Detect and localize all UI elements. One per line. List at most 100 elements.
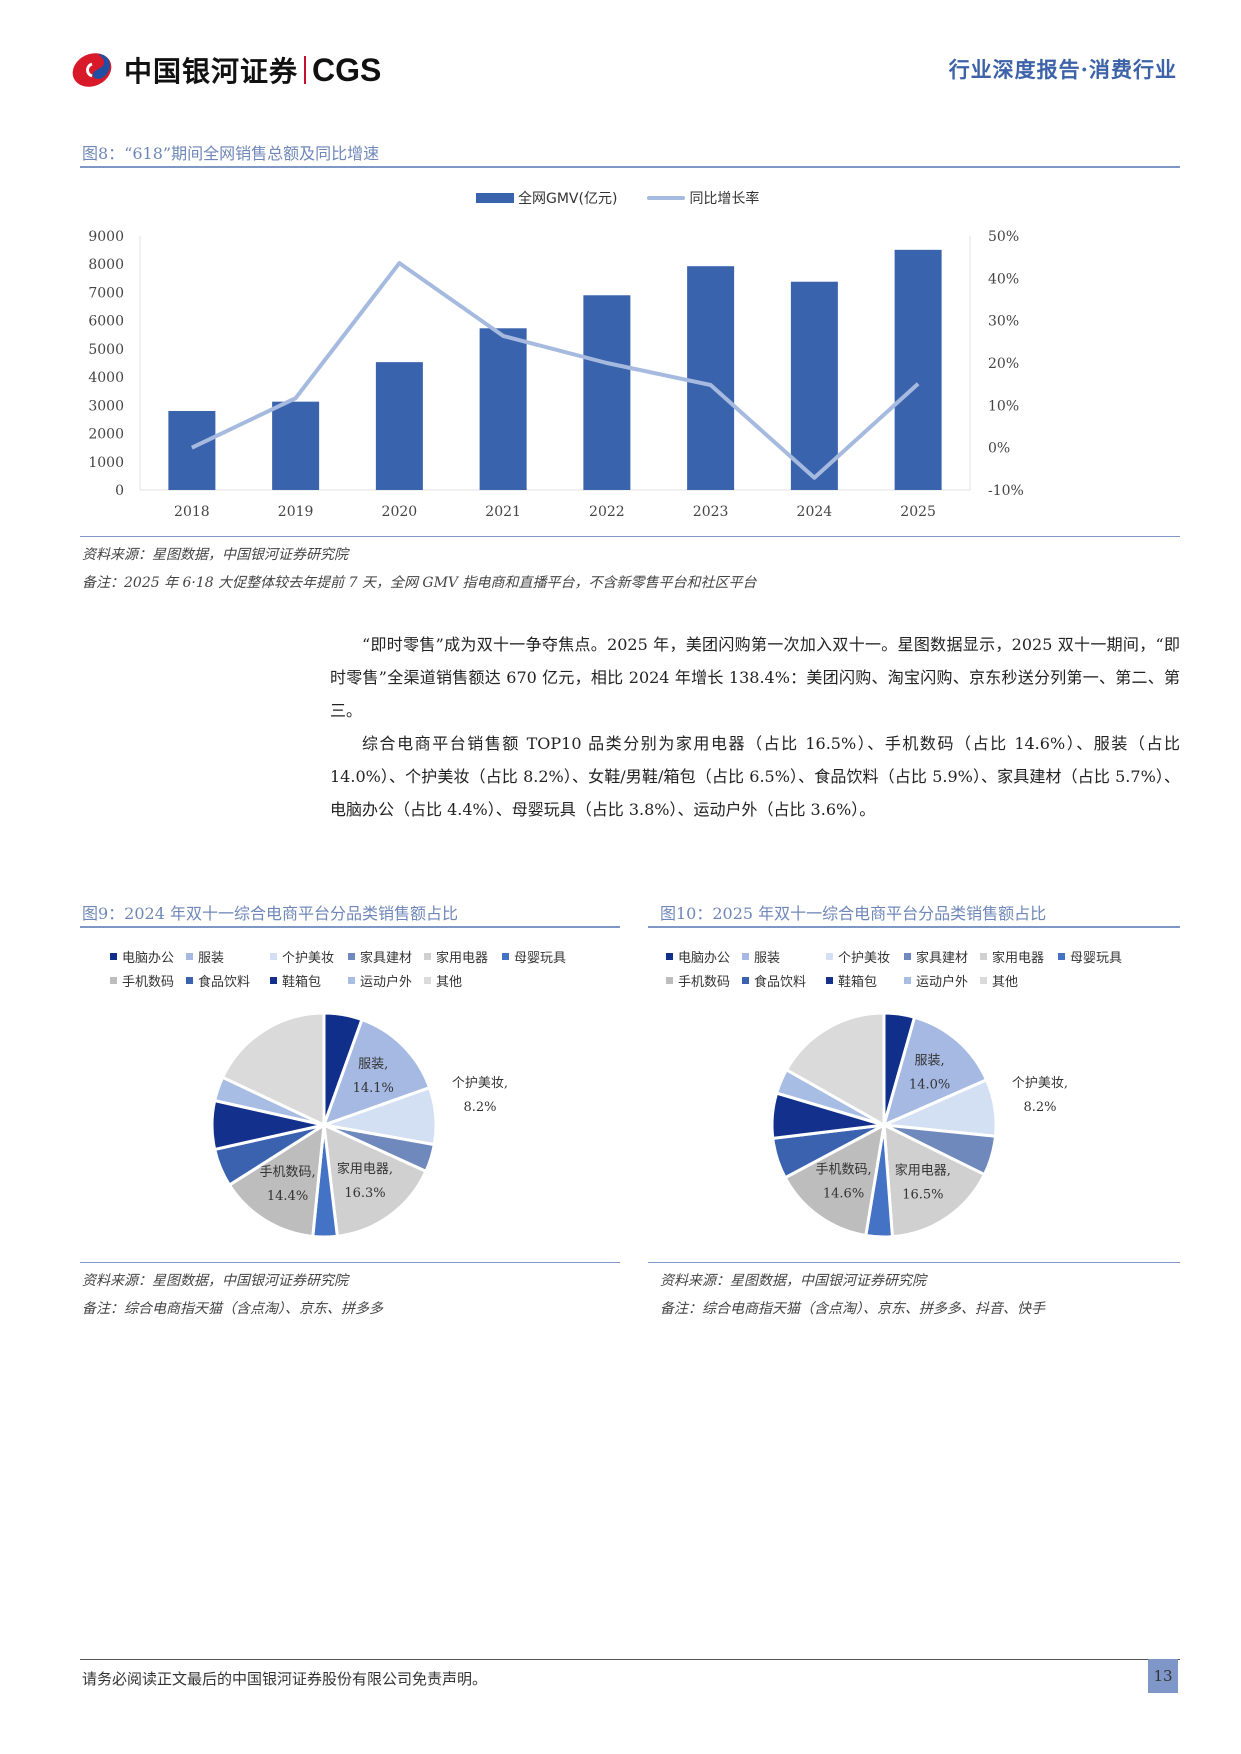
x-axis-tick: 2024 — [797, 504, 833, 520]
pie-label-value: 8.2% — [1023, 1100, 1056, 1115]
gmv-bar-2023 — [687, 266, 735, 490]
legend-label: 家用电器 — [436, 950, 489, 966]
pie-slice-服装 — [321, 1017, 432, 1128]
gmv-bar-2021 — [479, 328, 527, 490]
legend-swatch-icon — [826, 976, 833, 984]
legend-label: 家具建材 — [360, 950, 413, 966]
report-category-tag: 行业深度报告·消费行业 — [948, 57, 1177, 82]
legend-row: 手机数码 食品饮料 鞋箱包 运动户外 其他 — [110, 968, 578, 992]
pie-slice-其他 — [784, 1011, 886, 1128]
pie-slice-服装 — [881, 1015, 989, 1128]
legend-label: 电脑办公 — [122, 950, 175, 966]
legend-bar-swatch — [476, 193, 514, 203]
legend-item: 家具建材 — [904, 947, 974, 966]
gmv-bar-2020 — [375, 362, 423, 490]
legend-swatch-icon — [666, 976, 673, 984]
figure10-bottom-rule — [648, 1262, 1180, 1263]
pie-label-name: 手机数码, — [815, 1162, 871, 1177]
legend-swatch-icon — [110, 976, 117, 984]
legend-swatch-icon — [904, 952, 911, 960]
pie-slice-手机数码 — [783, 1122, 886, 1238]
figure10-legend: 电脑办公 服装 个护美妆 家具建材 家用电器 母婴玩具 手机数码 食品饮料 鞋箱包 运动户外 其他 — [666, 944, 1134, 992]
figure8-top-rule — [80, 166, 1180, 168]
legend-item: 电脑办公 — [110, 947, 180, 966]
legend-item: 服装 — [186, 947, 264, 966]
pie-slice-家用电器 — [322, 1122, 428, 1238]
page-header: 中国银河证券 CGS 行业深度报告·消费行业 — [0, 0, 1241, 110]
legend-growth-label: 同比增长率 — [689, 191, 760, 207]
left-axis-tick: 5000 — [88, 342, 124, 358]
legend-label: 服装 — [754, 950, 781, 966]
left-axis-tick: 9000 — [88, 229, 124, 245]
legend-label: 个护美妆 — [282, 950, 335, 966]
legend-item: 运动户外 — [904, 971, 974, 990]
brand-name-cn: 中国银河证券 — [124, 55, 299, 88]
legend-item: 鞋箱包 — [270, 971, 342, 990]
right-axis-tick: 50% — [988, 229, 1019, 245]
legend-item: 运动户外 — [348, 971, 418, 990]
figure10-source: 资料来源：星图数据，中国银河证券研究院 — [660, 1273, 926, 1289]
pie-label-name: 个护美妆, — [1012, 1076, 1068, 1091]
pie-slice-家用电器 — [882, 1122, 987, 1239]
body-text: “即时零售”成为双十一争夺焦点。2025 年，美团闪购第一次加入双十一。星图数据… — [330, 628, 1180, 826]
legend-label: 其他 — [436, 974, 463, 990]
legend-line-swatch — [647, 196, 686, 200]
legend-swatch-icon — [1058, 952, 1065, 960]
pie-chart-2024: 服装, 14.1% 个护美妆, 8.2% 家用电器, 16.3% 手机数码, 14.4% — [210, 1011, 508, 1239]
pie-label-name: 家用电器, — [337, 1161, 393, 1177]
legend-swatch-icon — [110, 952, 117, 960]
gmv-bar-2019 — [272, 401, 320, 490]
brand-separator — [304, 56, 307, 84]
legend-item: 家用电器 — [980, 947, 1052, 966]
legend-swatch-icon — [826, 952, 833, 960]
left-axis-tick: 4000 — [88, 370, 124, 386]
legend-label: 母婴玩具 — [1070, 950, 1123, 966]
legend-item: 家具建材 — [348, 947, 418, 966]
left-axis-tick: 2000 — [88, 427, 124, 443]
legend-label: 鞋箱包 — [282, 974, 322, 990]
figure9-note: 备注：综合电商指天猫（含点淘）、京东、拼多多 — [82, 1301, 383, 1317]
legend-item: 食品饮料 — [186, 971, 264, 990]
x-axis-tick: 2021 — [485, 504, 521, 520]
legend-swatch-icon — [348, 976, 355, 984]
figure8-title: 图8：“618”期间全网销售总额及同比增速 — [82, 144, 380, 163]
figure9-title: 图9：2024 年双十一综合电商平台分品类销售额占比 — [82, 904, 458, 923]
legend-label: 食品饮料 — [198, 974, 251, 990]
legend-row: 电脑办公 服装 个护美妆 家具建材 家用电器 母婴玩具 — [110, 944, 578, 968]
legend-label: 个护美妆 — [838, 950, 891, 966]
gmv-bar-2022 — [583, 295, 631, 490]
left-axis-tick: 3000 — [88, 398, 124, 414]
legend-item: 其他 — [424, 971, 496, 990]
legend-swatch-icon — [186, 976, 193, 984]
paragraph-instant-retail: “即时零售”成为双十一争夺焦点。2025 年，美团闪购第一次加入双十一。星图数据… — [330, 635, 1180, 720]
legend-item: 个护美妆 — [826, 947, 898, 966]
cgs-logo: 中国银河证券 CGS — [68, 46, 381, 94]
paragraph-top10-categories: 综合电商平台销售额 TOP10 品类分别为家用电器（占比 16.5%）、手机数码… — [330, 734, 1180, 819]
figure8-bottom-rule — [80, 536, 1180, 537]
legend-item: 母婴玩具 — [502, 947, 572, 966]
pie-chart-2025: 服装, 14.0% 个护美妆, 8.2% 家用电器, 16.5% 手机数码, 14.6% — [770, 1011, 1068, 1239]
legend-label: 手机数码 — [678, 974, 731, 990]
pie-label-name: 服装, — [358, 1057, 388, 1072]
legend-item: 电脑办公 — [666, 947, 736, 966]
pie-slice-其他 — [220, 1011, 326, 1128]
figure8-source: 资料来源：星图数据，中国银河证券研究院 — [82, 547, 348, 563]
pie-label-name: 手机数码, — [259, 1165, 315, 1180]
figure9-source: 资料来源：星图数据，中国银河证券研究院 — [82, 1273, 348, 1289]
legend-swatch-icon — [424, 952, 431, 960]
legend-label: 手机数码 — [122, 974, 175, 990]
left-axis-tick: 0 — [115, 483, 124, 499]
pie-label-value: 16.5% — [902, 1188, 943, 1203]
pie-label-value: 14.1% — [353, 1081, 394, 1096]
left-axis-tick: 8000 — [88, 257, 124, 273]
legend-swatch-icon — [270, 952, 277, 960]
brand-name-en: CGS — [312, 51, 382, 88]
x-axis-tick: 2025 — [900, 504, 936, 520]
legend-item: 手机数码 — [666, 971, 736, 990]
legend-swatch-icon — [742, 976, 749, 984]
legend-swatch-icon — [348, 952, 355, 960]
gmv-growth-combo-chart: 0 1000 2000 3000 4000 5000 6000 7000 8000 9000 -10… — [88, 229, 1024, 520]
left-axis-tick: 7000 — [88, 285, 124, 301]
left-axis-tick: 6000 — [88, 314, 124, 330]
legend-swatch-icon — [980, 976, 987, 984]
